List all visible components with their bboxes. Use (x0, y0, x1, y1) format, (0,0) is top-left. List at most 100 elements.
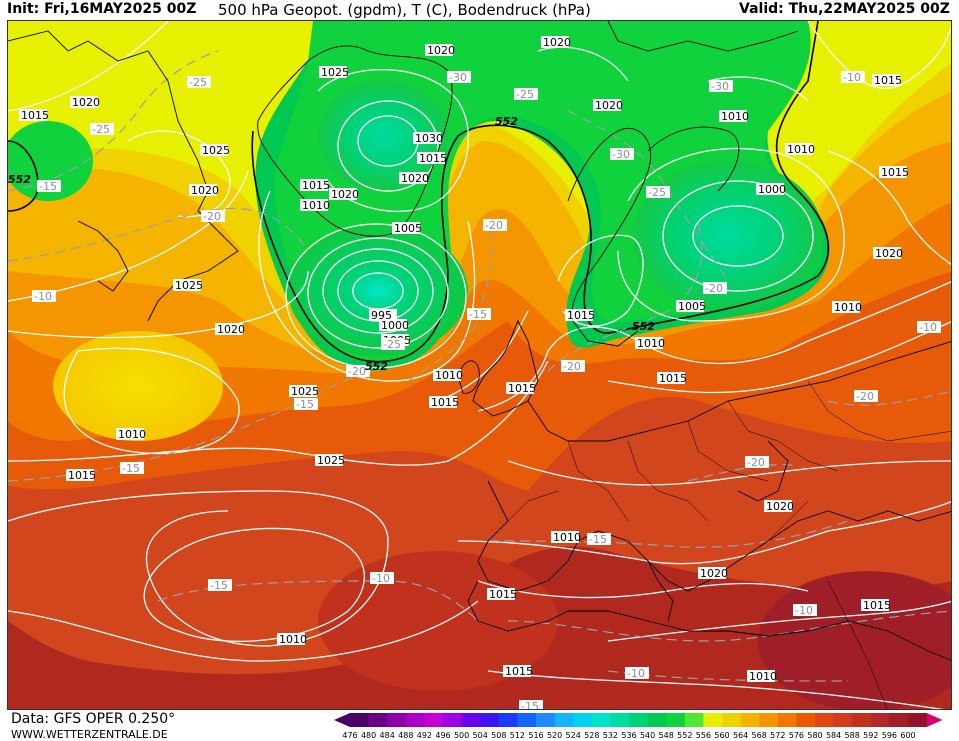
color-scale-legend: 476 480 484 488 492 496 500 504 508 512 516 520 524 5… (334, 713, 943, 740)
isobar-label: 1020 (401, 172, 429, 185)
isobar-label: 1025 (291, 385, 319, 398)
data-source: Data: GFS OPER 0.250° (11, 711, 176, 727)
temperature-label: -25 (648, 186, 666, 199)
isobar-label: 995 (371, 309, 392, 322)
isobar-label: 1020 (217, 323, 245, 336)
temperature-label-box (467, 308, 491, 320)
temperature-label: -15 (521, 700, 539, 710)
isobar-label-box (116, 428, 144, 440)
temperature-label-box (854, 390, 878, 402)
height-label: 552 (632, 320, 655, 333)
temperature-label-box (37, 180, 61, 192)
isobar-label-box (879, 166, 907, 178)
isobar-label-box (593, 99, 621, 111)
website-url[interactable]: WWW.WETTERZENTRALE.DE (11, 728, 168, 741)
color-scale-labels: 476 480 484 488 492 496 500 504 508 512 516 520 524 5… (342, 731, 915, 740)
isobar-label-box (861, 599, 889, 611)
isobar-label: 1020 (875, 247, 903, 260)
isobar-label: 1015 (505, 665, 533, 678)
temperature-label-box (793, 604, 817, 616)
isobar-label: 1020 (427, 44, 455, 57)
isobar-label: 1020 (331, 188, 359, 201)
isobar-label-box (873, 247, 901, 259)
scale-cell (591, 713, 611, 727)
temperature-label-box (917, 321, 941, 333)
isobar-label: 1015 (302, 179, 330, 192)
isobar-label-box (698, 567, 726, 579)
scale-tick-label: 592 (863, 731, 878, 740)
scale-cell (368, 713, 388, 727)
temperature-label: -30 (612, 148, 630, 161)
isobar-label-box (425, 44, 453, 56)
isobar-label: 1010 (302, 199, 330, 212)
isobar-label-box (319, 66, 347, 78)
isobar-label: 1025 (317, 454, 345, 467)
isobar-label-box (289, 385, 317, 397)
scale-cell (870, 713, 890, 727)
temperature-label: -20 (485, 219, 503, 232)
scale-cell (908, 713, 928, 727)
isobar-label-box (506, 382, 534, 394)
temperature-label-box (703, 282, 727, 294)
isobar-label: 1010 (749, 670, 777, 683)
valid-time: Valid: Thu,22MAY2025 00Z (739, 1, 950, 17)
scale-tick-label: 488 (398, 731, 413, 740)
isobar-label-box (832, 301, 860, 313)
scale-tick-label: 524 (566, 731, 581, 740)
temperature-label: -15 (469, 308, 487, 321)
isobar-label-box (300, 179, 328, 191)
temperature-lines (8, 50, 951, 682)
scale-tick-label: 536 (621, 731, 636, 740)
temperature-label: -10 (919, 321, 937, 334)
isobar-label: 1020 (191, 184, 219, 197)
isobar-label: 1020 (543, 36, 571, 49)
isobar-label-box (764, 500, 792, 512)
temperature-label-box (187, 76, 211, 88)
isobar-label: 1025 (321, 66, 349, 79)
temperature-label-box (709, 80, 733, 92)
isobar-label-box (66, 469, 94, 481)
temperature-label: -15 (122, 462, 140, 475)
scale-tick-label: 552 (677, 731, 692, 740)
scale-cell (629, 713, 649, 727)
isobar-label-box (541, 36, 569, 48)
yellow-west-blob (53, 331, 223, 441)
scale-tick-label: 516 (528, 731, 543, 740)
isobar-label: 1020 (72, 96, 100, 109)
isobar-label: 1005 (394, 222, 422, 235)
temperature-label-box (370, 572, 394, 584)
map-area[interactable]: 1020 1025 1015 1020 1020 1025 1030 1015 1015 1020… (7, 20, 952, 710)
isobar-label: 1015 (881, 166, 909, 179)
temperature-label: -20 (563, 360, 581, 373)
isobar-label-box (200, 144, 228, 156)
scale-tick-label: 588 (845, 731, 860, 740)
isobar-label: 1010 (435, 369, 463, 382)
temperature-label: -20 (203, 210, 221, 223)
scale-tick-label: 508 (491, 731, 506, 740)
temperature-label: -15 (296, 398, 314, 411)
temperature-label: -10 (843, 71, 861, 84)
scale-tick-label: 496 (435, 731, 450, 740)
scale-tick-label: 560 (714, 731, 729, 740)
temperature-label: -25 (189, 76, 207, 89)
isobar-label: 1015 (567, 309, 595, 322)
scale-cell (777, 713, 797, 727)
temperature-label-box (90, 123, 114, 135)
isobar-label-box (413, 132, 441, 144)
temperature-label-box (514, 88, 538, 100)
temperature-label: -30 (449, 71, 467, 84)
scale-tick-label: 500 (454, 731, 469, 740)
scale-cell (815, 713, 835, 727)
isobar-label: 1020 (766, 500, 794, 513)
scale-tick-label: 504 (473, 731, 488, 740)
scale-cell (684, 713, 704, 727)
scale-cell (350, 713, 370, 727)
temperature-label: -20 (747, 456, 765, 469)
isobar-label-box (173, 279, 201, 291)
isobar-label-box (676, 300, 704, 312)
low-west-core (288, 226, 468, 356)
height-label: 552 (8, 173, 31, 186)
scale-cell (554, 713, 574, 727)
isobar-label-box (315, 454, 343, 466)
